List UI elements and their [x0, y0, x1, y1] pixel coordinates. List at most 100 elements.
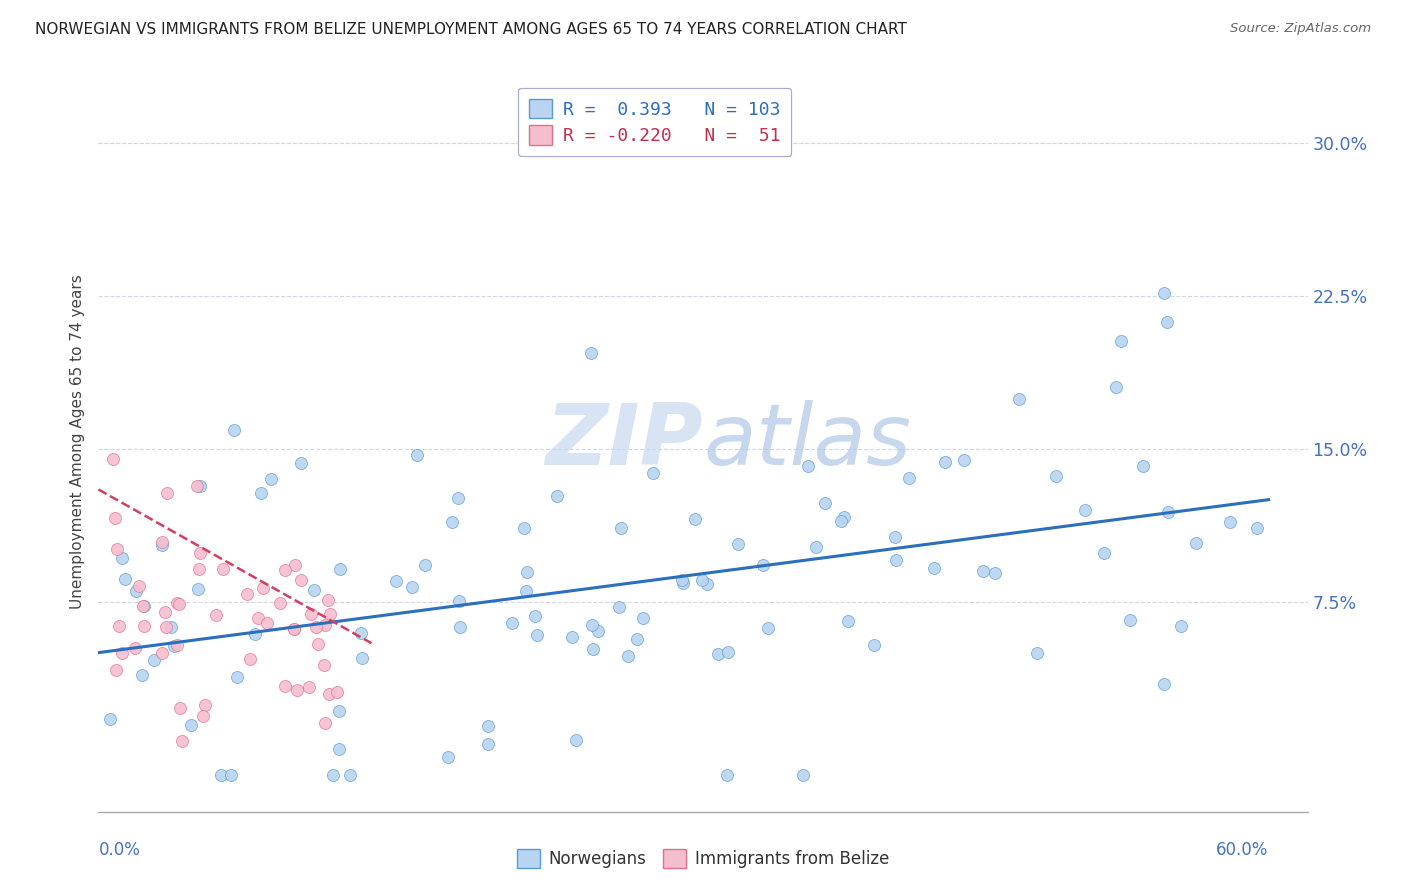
Point	[477, 719, 499, 733]
Point	[187, 582, 209, 596]
Point	[796, 458, 818, 473]
Point	[142, 653, 165, 667]
Point	[124, 583, 146, 598]
Point	[446, 491, 468, 505]
Point	[132, 599, 155, 614]
Point	[581, 618, 603, 632]
Point	[170, 734, 193, 748]
Text: Source: ZipAtlas.com: Source: ZipAtlas.com	[1230, 22, 1371, 36]
Point	[124, 641, 146, 656]
Point	[191, 709, 214, 723]
Point	[671, 573, 693, 587]
Point	[934, 454, 956, 468]
Point	[314, 658, 336, 673]
Point	[187, 562, 209, 576]
Point	[169, 700, 191, 714]
Point	[1157, 505, 1180, 519]
Point	[526, 628, 548, 642]
Point	[806, 540, 828, 554]
Point	[832, 510, 855, 524]
Point	[863, 638, 886, 652]
Point	[1119, 613, 1142, 627]
Point	[339, 768, 361, 782]
Point	[166, 596, 188, 610]
Point	[225, 670, 247, 684]
Point	[314, 618, 336, 632]
Point	[318, 687, 340, 701]
Point	[132, 599, 155, 614]
Point	[131, 667, 153, 681]
Point	[329, 562, 352, 576]
Point	[696, 577, 718, 591]
Point	[166, 638, 188, 652]
Point	[299, 607, 322, 622]
Point	[586, 624, 609, 639]
Point	[672, 575, 695, 590]
Point	[209, 768, 232, 782]
Point	[690, 574, 713, 588]
Point	[287, 682, 309, 697]
Point	[269, 596, 291, 610]
Point	[830, 514, 852, 528]
Point	[283, 622, 305, 636]
Point	[205, 608, 228, 623]
Point	[134, 619, 156, 633]
Point	[384, 574, 406, 588]
Point	[108, 619, 131, 633]
Point	[105, 542, 128, 557]
Point	[128, 579, 150, 593]
Point	[162, 639, 184, 653]
Point	[752, 558, 775, 573]
Point	[150, 538, 173, 552]
Point	[524, 608, 547, 623]
Y-axis label: Unemployment Among Ages 65 to 74 years: Unemployment Among Ages 65 to 74 years	[69, 274, 84, 609]
Point	[516, 565, 538, 579]
Point	[328, 704, 350, 718]
Point	[546, 489, 568, 503]
Point	[305, 620, 328, 634]
Point	[1045, 469, 1067, 483]
Point	[897, 471, 920, 485]
Point	[290, 456, 312, 470]
Point	[1105, 380, 1128, 394]
Point	[884, 553, 907, 567]
Point	[212, 561, 235, 575]
Point	[252, 581, 274, 595]
Point	[322, 768, 344, 782]
Point	[707, 648, 730, 662]
Point	[114, 572, 136, 586]
Point	[717, 645, 740, 659]
Point	[610, 521, 633, 535]
Point	[515, 584, 537, 599]
Text: ZIP: ZIP	[546, 400, 703, 483]
Point	[626, 632, 648, 646]
Point	[441, 516, 464, 530]
Point	[501, 616, 523, 631]
Point	[1153, 677, 1175, 691]
Point	[1219, 515, 1241, 529]
Point	[194, 698, 217, 712]
Point	[1184, 536, 1206, 550]
Point	[350, 626, 373, 640]
Text: atlas: atlas	[703, 400, 911, 483]
Point	[837, 614, 859, 628]
Point	[727, 536, 749, 550]
Point	[188, 479, 211, 493]
Point	[307, 637, 329, 651]
Point	[1025, 646, 1047, 660]
Point	[641, 466, 664, 480]
Point	[243, 627, 266, 641]
Point	[437, 750, 460, 764]
Point	[328, 742, 350, 756]
Point	[513, 520, 536, 534]
Point	[247, 611, 270, 625]
Point	[298, 681, 321, 695]
Point	[111, 550, 134, 565]
Point	[564, 733, 586, 747]
Point	[249, 486, 271, 500]
Point	[284, 558, 307, 572]
Point	[1246, 521, 1268, 535]
Legend: R =  0.393   N = 103, R = -0.220   N =  51: R = 0.393 N = 103, R = -0.220 N = 51	[517, 87, 792, 155]
Point	[1008, 392, 1031, 406]
Point	[169, 597, 191, 611]
